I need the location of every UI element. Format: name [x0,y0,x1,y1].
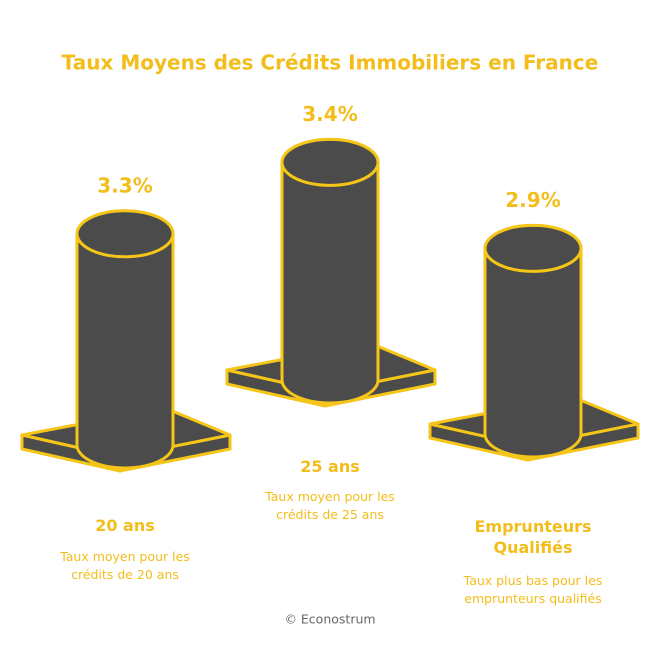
value-label: 2.9% [505,188,560,212]
category-label: 20 ans [95,516,155,535]
value-label: 3.4% [302,102,357,126]
description: Taux moyen pour les crédits de 25 ans [265,489,395,522]
category-label: Emprunteurs Qualifiés [474,517,592,557]
description: Taux moyen pour les crédits de 20 ans [60,549,190,582]
source: © Econostrum [284,612,375,627]
description: Taux plus bas pour les emprunteurs quali… [463,573,603,606]
value-label: 3.3% [97,173,152,197]
pillar-top [280,137,380,187]
pillar-top [75,209,175,259]
pillar-top [483,223,583,273]
chart-title: Taux Moyens des Crédits Immobiliers en F… [62,51,599,75]
category-label: 25 ans [300,457,360,476]
